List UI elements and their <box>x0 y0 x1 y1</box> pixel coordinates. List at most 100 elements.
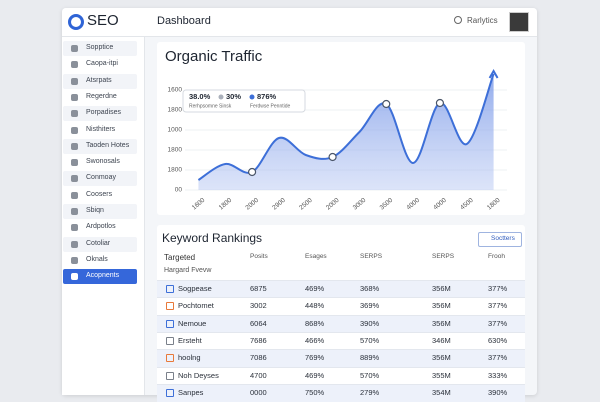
column-header: SERPS <box>432 253 455 260</box>
sidebar-label: Coosers <box>86 190 113 198</box>
table-cell: 466% <box>305 335 325 345</box>
table-cell: 368% <box>360 284 380 293</box>
sidebar-item[interactable] <box>63 252 137 268</box>
point-marker <box>435 98 445 108</box>
table-subheader: Hargard Fvevw <box>164 267 212 274</box>
y-tick-label: 1000 <box>168 127 183 134</box>
table-cell: 769% <box>305 353 325 363</box>
chart: Organic Traffic 00 1800 1800 1000 1800 1600 16… <box>165 48 507 212</box>
sidebar-item[interactable] <box>63 187 137 203</box>
table-cell: 279% <box>360 387 380 397</box>
search-icon[interactable] <box>454 16 462 24</box>
table-cell: 346M <box>432 335 451 345</box>
tooltip <box>182 89 306 113</box>
header-bar <box>62 8 537 37</box>
sidebar-icon <box>71 45 78 52</box>
sidebar-icon <box>71 93 78 101</box>
table-button[interactable] <box>478 232 522 247</box>
logo: SEO <box>87 12 119 29</box>
sidebar-label: Acopnents <box>86 272 120 280</box>
column-header: SERPS <box>360 253 383 260</box>
y-tick-label: 1800 <box>168 147 183 154</box>
table-button-label[interactable]: Soctters <box>491 235 515 242</box>
table-title: Keyword Rankings <box>162 231 263 245</box>
table-cell: 355M <box>432 370 451 380</box>
point-marker <box>247 167 257 177</box>
sidebar-label: Caopa-itpi <box>86 60 118 68</box>
tooltip-dot <box>249 94 255 100</box>
sidebar-item[interactable] <box>63 171 137 187</box>
sidebar-label: Taoden Hotes <box>86 141 130 149</box>
x-tick-label: 1800 <box>218 197 234 212</box>
table-row[interactable] <box>157 331 525 350</box>
table-cell: Ersteht <box>178 335 202 345</box>
sidebar-icon <box>71 175 78 183</box>
table-cell: 469% <box>305 370 325 380</box>
x-tick-label: 4000 <box>405 197 421 212</box>
table-cell: 356M <box>432 284 451 293</box>
sidebar-item[interactable] <box>63 204 137 219</box>
column-header: Frooh <box>488 253 505 260</box>
table-row[interactable] <box>157 349 525 368</box>
x-tick-label: 3000 <box>352 197 368 212</box>
page-title: Dashboard <box>157 15 211 27</box>
table-cell: 356M <box>432 318 451 328</box>
sidebar-label: Swonosals <box>86 158 120 166</box>
x-tick-label: 2000 <box>325 197 341 212</box>
sidebar-item[interactable] <box>63 73 137 89</box>
sidebar-item[interactable] <box>63 155 137 171</box>
avatar[interactable] <box>509 12 529 32</box>
table-row[interactable] <box>157 366 525 385</box>
table-row[interactable] <box>157 280 525 298</box>
column-header: Posits <box>250 253 268 260</box>
sidebar-item[interactable] <box>63 106 137 122</box>
sidebar-icon <box>71 224 78 232</box>
sidebar-item[interactable] <box>63 138 137 154</box>
row-icon <box>166 371 174 380</box>
x-tick-label: 1800 <box>486 197 502 212</box>
table-cell: 570% <box>360 370 380 380</box>
tooltip-dot <box>218 94 224 100</box>
table-row[interactable] <box>157 383 525 402</box>
sidebar-item[interactable] <box>63 57 137 73</box>
row-icon <box>166 388 174 397</box>
x-tick-label: 1600 <box>191 197 207 212</box>
sidebar-item[interactable] <box>63 220 137 236</box>
logo-icon <box>68 14 84 30</box>
table-cell: Sanpes <box>178 387 204 397</box>
sidebar-item[interactable] <box>63 41 137 56</box>
table-cell: Pochtomet <box>178 301 214 311</box>
y-tick-label: 00 <box>175 187 183 194</box>
table-row[interactable] <box>157 297 525 316</box>
sidebar-item[interactable] <box>63 236 137 252</box>
sidebar-label: Nisthiters <box>86 125 116 133</box>
table-cell: Sogpease <box>178 284 212 293</box>
sidebar-item[interactable] <box>63 89 137 105</box>
x-tick-label: 3500 <box>379 197 395 212</box>
column-header: Esages <box>305 253 327 260</box>
sidebar-label: Oknals <box>86 255 108 263</box>
table-cell: 7086 <box>250 353 267 363</box>
table-cell: 868% <box>305 318 325 328</box>
table-cell: 377% <box>488 353 508 363</box>
x-tick-label: 2500 <box>298 197 314 212</box>
table-cell: 377% <box>488 301 508 311</box>
table-cell: 6064 <box>250 318 267 328</box>
sidebar-icon <box>71 126 78 134</box>
sidebar-label: Atsrpats <box>86 76 112 84</box>
table-cell: 750% <box>305 387 325 397</box>
x-tick-label: 2900 <box>271 197 287 212</box>
area <box>198 74 494 190</box>
sidebar-item[interactable] <box>63 122 137 138</box>
table-row[interactable] <box>157 314 525 333</box>
row-icon <box>166 319 174 328</box>
table-cell: 4700 <box>250 370 267 380</box>
table-cell: 448% <box>305 301 325 311</box>
sidebar-icon <box>71 191 78 199</box>
search[interactable]: Rarlytics <box>467 16 498 25</box>
sidebar-icon <box>71 61 78 69</box>
row-icon <box>166 302 174 311</box>
point-marker <box>328 152 337 162</box>
sidebar-item[interactable] <box>63 269 137 285</box>
arrow-head <box>488 68 499 79</box>
